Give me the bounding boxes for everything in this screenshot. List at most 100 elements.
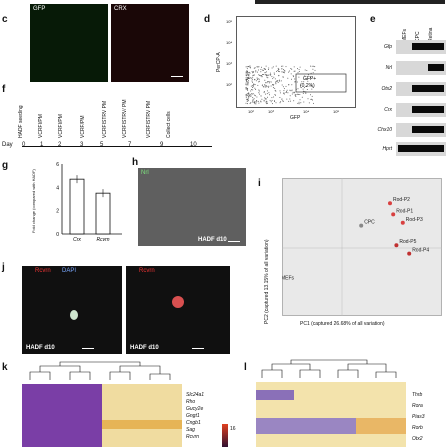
heatmap-l-gene-1: Rora (412, 403, 423, 409)
gel-gene-nrl: Nrl (385, 65, 392, 71)
panel-label-j: j (2, 262, 5, 273)
pca-label-CPC: CPC (364, 220, 375, 226)
flow-plot (236, 16, 356, 108)
pca-plot: MEFs CPC Rod-P1 Rod-P2 Rod-P3 Rod-P4 Rod-P5 (282, 178, 442, 316)
crx-label: CRX (114, 6, 127, 12)
flow-xlabel: GFP (290, 115, 301, 121)
heatmap-k-gene-5: Sag (186, 427, 195, 433)
flow-ytick-2: 10⁴ (226, 40, 233, 45)
flow-ylabel: PerCP-A (216, 52, 222, 72)
gate-percent: (0.2%) (300, 83, 315, 89)
gate-label: GFP+ (303, 76, 317, 82)
micrograph-rcvrn-dapi: Rcvrn DAPI HADF d10 (22, 266, 122, 354)
bar-Crx (69, 178, 85, 235)
bar-label-Crx: Crx (73, 237, 81, 243)
micrograph-crx: CRX (111, 4, 189, 82)
protocol-step-3: VCRF/PM (80, 115, 86, 139)
color-scale (222, 424, 228, 447)
bar-ytick-2: 2 (56, 209, 59, 215)
bar-Rcvrn (95, 192, 111, 235)
gel-strip-4 (396, 103, 446, 117)
day-tick-7: 7 (128, 142, 132, 148)
pca-xlabel: PC1 (captured 26.68% of all variation) (300, 321, 385, 327)
heatmap-k (22, 384, 182, 447)
bar-ylabel: Fold change (compared with HADF) (31, 169, 36, 233)
pca-label-Rod-P1: Rod-P1 (396, 208, 413, 214)
day-tick-0: 0 (22, 142, 26, 148)
protocol-step-2: VCRFI/PM (58, 114, 64, 138)
protocol-step-5: VCRFISTRV/ PM (122, 99, 128, 138)
color-scale-value: 16 (230, 426, 236, 432)
protocol-step-0: HADF seeding (18, 105, 24, 138)
panel-label-e: e (370, 14, 376, 25)
gel-strip-3 (396, 82, 446, 96)
panel-label-i: i (258, 178, 261, 189)
heatmap-l-gene-2: Pias3 (412, 414, 425, 420)
heatmap-l-gene-3: Rorb (412, 425, 423, 431)
foot-left: HADF d10 (26, 345, 55, 351)
gel-gene-hprt: Hprt (382, 146, 392, 152)
bar-chart: 0 2 4 6 Crx Rcvrn (56, 162, 122, 243)
pca-point-Rod-P1 (391, 212, 396, 217)
flow-xtick-2: 10³ (268, 109, 274, 114)
pca-point-Rod-P5 (394, 243, 399, 248)
flow-xtick-4: 10⁵ (333, 109, 340, 114)
panel-label-c: c (2, 14, 8, 25)
heatmap-k-gene-1: Rho (186, 399, 196, 405)
micrograph-nrl: Nrl HADF d10 (138, 168, 246, 246)
pca-label-Rod-P5: Rod-P5 (399, 239, 416, 245)
day-tick-1: 1 (40, 142, 44, 148)
flow-xtick-1: 10² (248, 109, 254, 114)
heatmap-l-dendrogram (261, 359, 397, 378)
nrl-label: Nrl (141, 170, 149, 176)
protocol-step-4: VCRFISTRV PM (102, 100, 108, 138)
top-strip (255, 0, 445, 4)
day-tick-10: 10 (190, 142, 197, 148)
gel-strip-6 (396, 142, 446, 156)
day-tick-9: 9 (160, 142, 164, 148)
pca-label-Rod-P4: Rod-P4 (412, 248, 429, 254)
heatmap-k-gene-0: Slc24a1 (186, 392, 205, 398)
timeline-axis (22, 146, 212, 147)
heatmap-k-dendrogram (29, 361, 171, 380)
scale-bar (171, 76, 183, 77)
protocol-step-1: VCRFI/PM (38, 114, 44, 138)
nrl-foot: HADF d10 (198, 237, 227, 243)
micrograph-gfp: GFP (30, 4, 108, 82)
flow-ytick-1: 10⁵ (226, 19, 233, 24)
pca-point-Rod-P3 (400, 220, 405, 225)
bar-ytick-6: 6 (56, 162, 59, 168)
panel-label-f: f (2, 84, 6, 95)
heatmap-k-gene-3: Gngt1 (186, 413, 200, 419)
day-label: Day (2, 142, 13, 148)
gel-gene-chx10: Chx10 (377, 127, 392, 133)
gel-gene-otx2: Otx2 (381, 86, 392, 92)
gel-strip-5 (396, 123, 446, 137)
pca-label-Rod-P2: Rod-P2 (393, 197, 410, 203)
pca-point-Rod-P2 (388, 201, 392, 206)
heatmap-l (256, 382, 406, 447)
day-tick-2: 2 (58, 142, 62, 148)
gfp-label: GFP (33, 6, 46, 12)
heatmap-k-gene-4: Cngb1 (186, 420, 201, 426)
protocol-step-6: VCRFISTRV PM (146, 100, 152, 138)
pca-point-Rod-P4 (407, 251, 412, 256)
flow-xtick-3: 10⁴ (303, 109, 310, 114)
protocol-step-7: Collect cells (166, 111, 172, 138)
pca-point-CPC (359, 223, 364, 228)
gel-gene-gfp: Gfp (383, 44, 392, 50)
pca-label-MEFs: MEFs (282, 276, 295, 282)
heatmap-k-gene-2: Gucy2e (186, 406, 204, 412)
panel-label-k: k (2, 362, 8, 373)
heatmap-l-gene-4: Otx2 (412, 436, 423, 442)
flow-ytick-3: 10³ (226, 61, 232, 66)
bar-label-Rcvrn: Rcvrn (96, 237, 109, 243)
heatmap-l-gene-0: Thrb (412, 392, 423, 398)
heatmap-k-gene-6: Rcvrn (186, 434, 200, 440)
panel-label-g: g (2, 160, 9, 171)
pca-label-Rod-P3: Rod-P3 (406, 217, 423, 223)
dapi-label: DAPI (62, 268, 77, 274)
micrograph-rcvrn: Rcvrn HADF d10 (126, 266, 230, 354)
panel-label-d: d (204, 14, 211, 25)
gel-gene-crx: Crx (384, 107, 392, 113)
